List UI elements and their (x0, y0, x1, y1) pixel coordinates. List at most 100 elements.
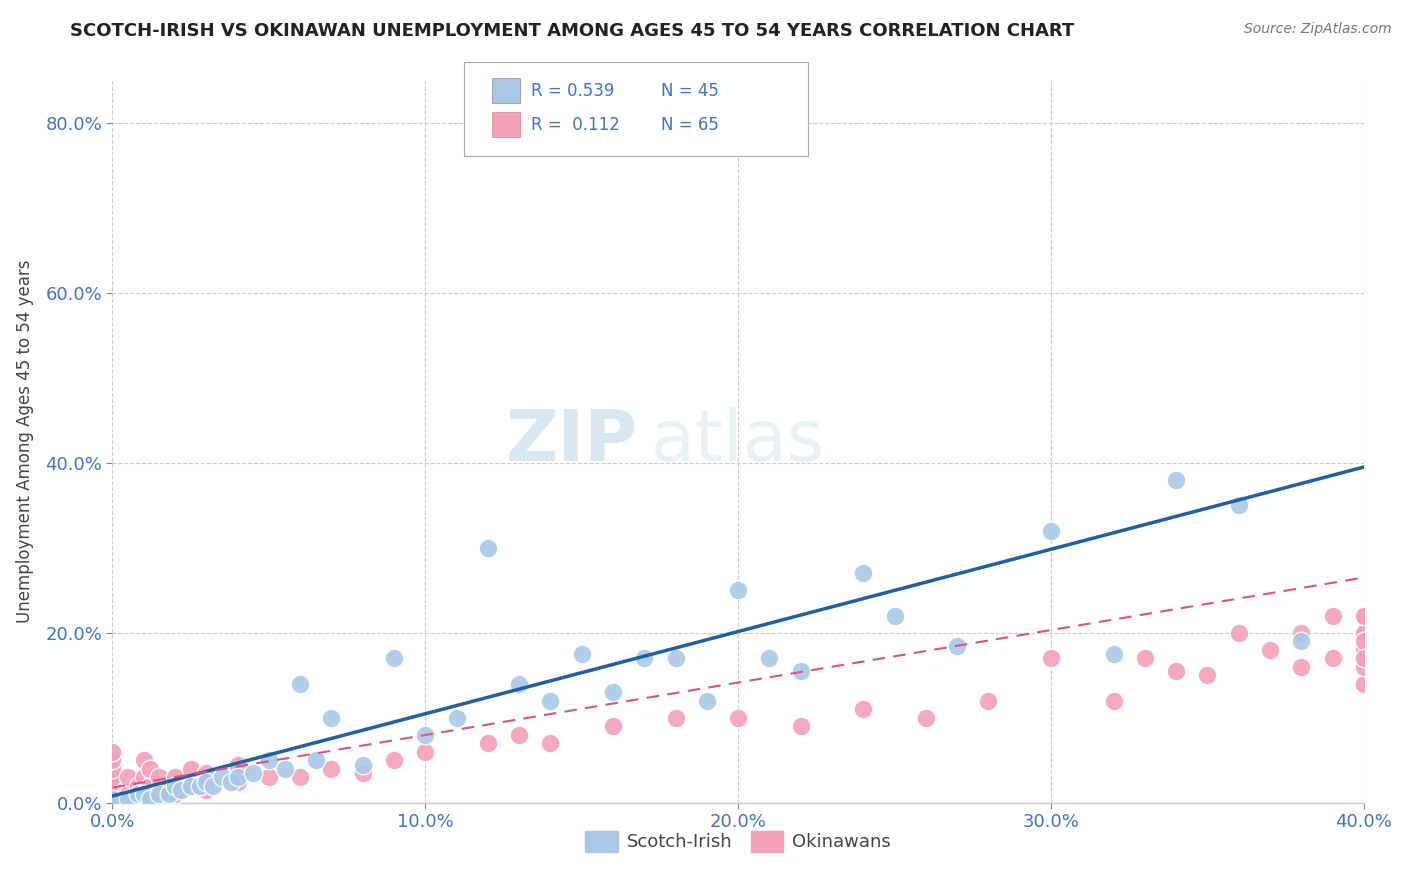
Point (163, 787, 186, 801)
Point (664, 651, 686, 665)
Point (1039, 651, 1063, 665)
Point (321, 711, 343, 725)
Point (696, 694, 718, 708)
Point (127, 779, 149, 793)
Point (415, 728, 437, 742)
Point (211, 770, 233, 784)
Point (117, 791, 139, 805)
Point (946, 639, 969, 653)
Text: R = 0.539: R = 0.539 (531, 82, 614, 100)
Point (101, 791, 124, 805)
Point (101, 770, 124, 784)
Point (127, 787, 149, 801)
Point (157, 779, 180, 793)
Point (101, 762, 124, 776)
Point (790, 719, 813, 733)
Text: atlas: atlas (651, 407, 825, 476)
Point (180, 779, 202, 793)
Point (852, 566, 875, 581)
Point (1227, 498, 1250, 512)
Point (101, 787, 124, 801)
Point (727, 583, 749, 598)
Point (101, 783, 124, 797)
Point (1227, 625, 1250, 640)
Point (1353, 642, 1375, 657)
Point (101, 753, 124, 767)
Point (602, 719, 624, 733)
Point (195, 774, 218, 789)
Point (163, 779, 186, 793)
Point (727, 711, 749, 725)
Point (290, 770, 312, 784)
Point (1039, 524, 1063, 538)
Point (221, 774, 243, 789)
Point (101, 745, 124, 759)
Point (1291, 660, 1313, 674)
Point (508, 728, 530, 742)
Point (633, 651, 655, 665)
Point (1353, 608, 1375, 623)
Point (571, 647, 593, 661)
Point (977, 694, 1000, 708)
Point (758, 651, 780, 665)
Point (226, 774, 249, 789)
Point (157, 787, 180, 801)
Point (540, 694, 562, 708)
Point (195, 766, 218, 780)
Point (139, 779, 162, 793)
Point (148, 787, 170, 801)
Point (226, 770, 249, 784)
Point (1166, 664, 1188, 678)
Point (508, 677, 530, 691)
Point (1102, 694, 1125, 708)
Point (1258, 642, 1281, 657)
Point (1291, 625, 1313, 640)
Point (382, 651, 405, 665)
Point (1291, 634, 1313, 648)
Point (1353, 660, 1375, 674)
Point (1353, 634, 1375, 648)
Point (382, 753, 405, 767)
Point (195, 783, 218, 797)
Point (201, 779, 224, 793)
Point (148, 787, 170, 801)
Point (664, 711, 686, 725)
Point (1166, 473, 1188, 487)
Point (1197, 668, 1219, 682)
Point (132, 787, 155, 801)
Point (305, 753, 328, 767)
Point (1102, 647, 1125, 661)
Point (446, 711, 468, 725)
Text: N = 45: N = 45 (661, 82, 718, 100)
Point (132, 770, 155, 784)
Point (790, 664, 813, 678)
Point (540, 736, 562, 750)
Point (352, 766, 374, 780)
Point (290, 677, 312, 691)
Point (226, 757, 249, 772)
Text: Source: ZipAtlas.com: Source: ZipAtlas.com (1244, 22, 1392, 37)
Point (139, 791, 162, 805)
Point (1353, 625, 1375, 640)
Point (1353, 677, 1375, 691)
Point (852, 702, 875, 716)
Point (117, 787, 139, 801)
Point (257, 770, 280, 784)
Point (117, 770, 139, 784)
Point (273, 762, 295, 776)
Point (148, 770, 170, 784)
Point (1322, 651, 1344, 665)
Point (1133, 651, 1156, 665)
Point (163, 770, 186, 784)
Point (477, 736, 499, 750)
Point (132, 787, 155, 801)
Point (1322, 608, 1344, 623)
Text: N = 65: N = 65 (661, 116, 718, 134)
Point (132, 753, 155, 767)
Point (242, 766, 264, 780)
Point (139, 762, 162, 776)
Point (170, 783, 193, 797)
Legend: Scotch-Irish, Okinawans: Scotch-Irish, Okinawans (578, 823, 898, 859)
Point (180, 779, 202, 793)
Point (101, 774, 124, 789)
